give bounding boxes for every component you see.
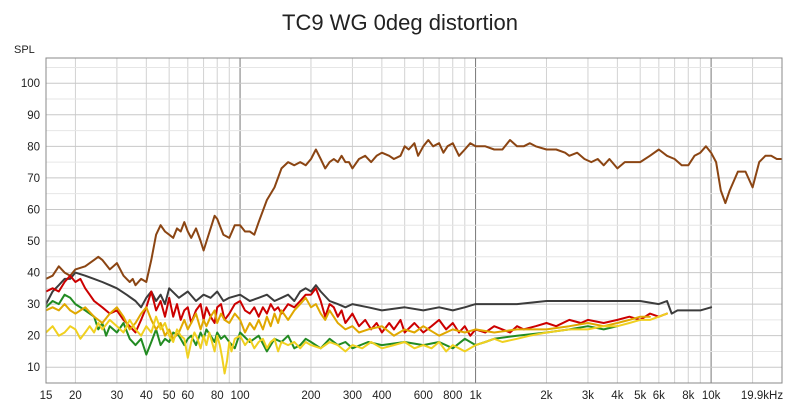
- x-tick-label: 40: [140, 390, 153, 402]
- y-tick-label: 70: [27, 173, 40, 185]
- chart-title: TC9 WG 0deg distortion: [282, 10, 518, 35]
- y-tick-labels: 10 20 30 40 50 60 70 80 90 100: [21, 78, 40, 374]
- x-tick-label: 15: [40, 390, 53, 402]
- x-tick-label: 2k: [540, 390, 552, 402]
- y-tick-label: 80: [27, 141, 40, 153]
- x-tick-labels: 15 20 30 40 50 60 80 100 200 300 400 600 800 1k 2k 3k 4k…: [40, 390, 784, 402]
- x-tick-label: 100: [230, 390, 249, 402]
- x-tick-label: 19.9kHz: [741, 390, 783, 402]
- x-tick-label: 5k: [634, 390, 646, 402]
- x-tick-label: 60: [181, 390, 194, 402]
- y-tick-label: 60: [27, 204, 40, 216]
- x-tick-label: 400: [372, 390, 391, 402]
- x-tick-label: 50: [163, 390, 176, 402]
- grid: [46, 58, 783, 383]
- y-tick-label: 100: [21, 78, 40, 90]
- x-tick-label: 6k: [653, 390, 665, 402]
- x-tick-label: 8k: [682, 390, 694, 402]
- y-tick-label: 50: [27, 236, 40, 248]
- y-tick-label: 20: [27, 331, 40, 343]
- x-tick-label: 200: [301, 390, 320, 402]
- x-tick-label: 80: [211, 390, 224, 402]
- plot-frame: [45, 57, 783, 384]
- y-tick-label: 90: [27, 110, 40, 122]
- x-tick-label: 300: [343, 390, 362, 402]
- series-line-4: [46, 293, 619, 356]
- y-axis-label: SPL: [14, 44, 35, 56]
- series-group: [46, 139, 782, 375]
- y-tick-label: 40: [27, 268, 40, 280]
- x-tick-label: 30: [111, 390, 124, 402]
- series-line-2: [46, 271, 713, 315]
- y-tick-label: 10: [27, 362, 40, 374]
- series-line-1: [46, 139, 782, 287]
- x-tick-label: 800: [443, 390, 462, 402]
- y-tick-label: 30: [27, 299, 40, 311]
- x-tick-label: 4k: [611, 390, 623, 402]
- series-line-6: [46, 312, 668, 375]
- series-line-5: [46, 296, 651, 340]
- x-tick-label: 1k: [469, 390, 481, 402]
- x-tick-label: 20: [69, 390, 82, 402]
- x-tick-label: 3k: [582, 390, 594, 402]
- x-tick-label: 600: [414, 390, 433, 402]
- x-tick-label: 10k: [702, 390, 721, 402]
